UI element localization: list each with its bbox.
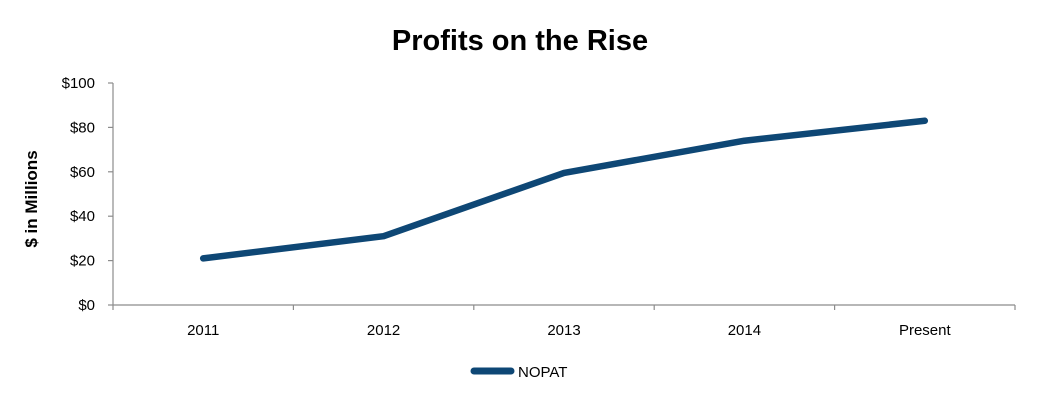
y-tick-label: $0 — [78, 297, 95, 314]
data-point — [381, 233, 387, 239]
x-axis-ticks: 2011 2012 2013 2014 Present — [112, 305, 1016, 339]
legend-label-nopat: NOPAT — [518, 364, 567, 381]
series-line-nopat — [199, 117, 929, 262]
y-tick-label: $40 — [70, 208, 95, 225]
data-point — [922, 118, 928, 124]
plot-area: $0 $20 $40 $60 $80 $100 2011 2012 2013 2014 Prese… — [62, 75, 1016, 339]
data-point — [741, 138, 747, 144]
y-axis-ticks: $0 $20 $40 $60 $80 $100 — [62, 75, 113, 314]
y-tick-label: $80 — [70, 119, 95, 136]
x-tick-label: 2012 — [367, 322, 400, 339]
legend: NOPAT — [470, 364, 567, 381]
x-tick-label: 2013 — [547, 322, 580, 339]
x-tick-label: Present — [899, 322, 952, 339]
y-tick-label: $100 — [62, 75, 95, 92]
x-tick-label: 2011 — [187, 322, 219, 339]
data-point — [200, 255, 206, 261]
y-tick-label: $60 — [70, 164, 95, 181]
y-axis-label: $ in Millions — [22, 150, 41, 247]
x-tick-label: 2014 — [728, 322, 761, 339]
y-tick-label: $20 — [70, 253, 95, 270]
series-group — [199, 117, 929, 262]
data-point — [561, 170, 567, 176]
chart-title: Profits on the Rise — [392, 25, 648, 57]
